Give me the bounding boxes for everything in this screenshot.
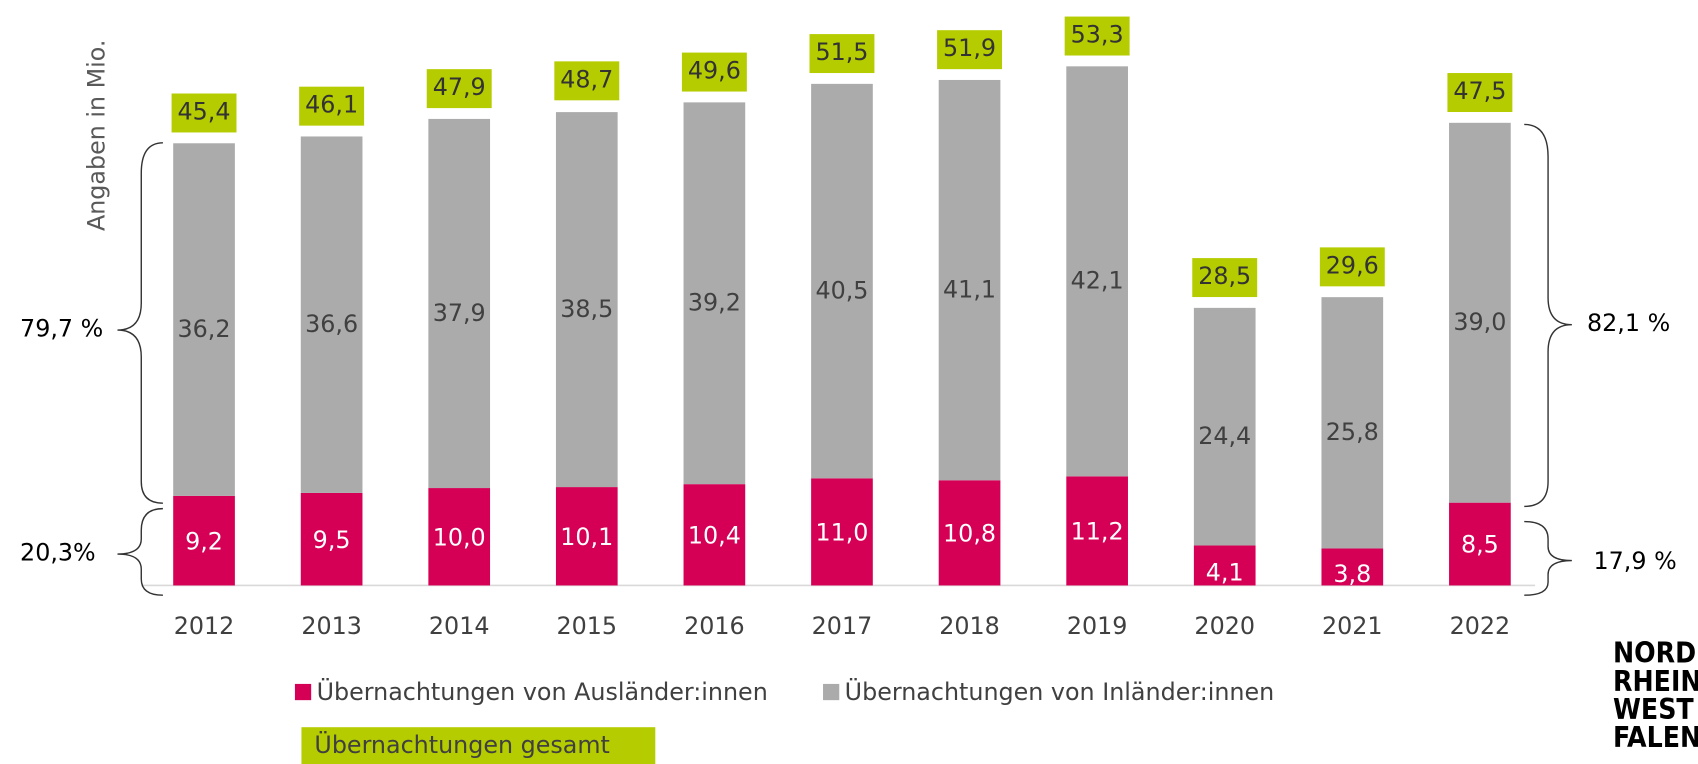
value-label: 38,5 <box>560 295 613 323</box>
x-tick-label: 2016 <box>684 612 745 640</box>
value-label: 10,4 <box>688 521 741 549</box>
total-box <box>809 34 875 74</box>
bar-segment <box>428 488 491 586</box>
total-label: 29,6 <box>1326 251 1379 279</box>
total-box <box>1447 73 1513 113</box>
x-tick-label: 2012 <box>174 612 235 640</box>
value-label: 8,5 <box>1461 531 1499 559</box>
legend-swatch <box>301 727 656 764</box>
total-label: 47,5 <box>1453 77 1506 105</box>
legend-label: Übernachtungen gesamt <box>314 731 609 759</box>
legend-swatch <box>294 683 312 701</box>
bar-segment <box>1066 66 1128 477</box>
value-label: 36,2 <box>178 315 231 343</box>
value-label: 9,5 <box>313 526 351 554</box>
x-tick-label: 2019 <box>1067 612 1128 640</box>
brace <box>117 142 163 504</box>
x-tick-label: 2020 <box>1194 612 1255 640</box>
bar-segment <box>938 79 1001 481</box>
bar-segment <box>938 480 1001 586</box>
annotation: 82,1 % <box>1587 309 1670 337</box>
bar-segment <box>1066 476 1128 586</box>
total-box <box>1064 16 1130 56</box>
total-box <box>1319 247 1385 287</box>
value-label: 3,8 <box>1333 560 1371 588</box>
value-label: 9,2 <box>185 527 223 555</box>
legend-label: Übernachtungen von Inländer:innen <box>845 678 1275 706</box>
brace <box>1524 123 1572 508</box>
legend-swatch <box>823 683 840 701</box>
x-tick-label: 2014 <box>429 612 490 640</box>
total-label: 47,9 <box>433 73 486 101</box>
bar-segment <box>173 143 235 496</box>
bar-segment <box>1321 548 1384 586</box>
value-label: 10,0 <box>433 523 486 551</box>
bar-segment <box>300 492 363 586</box>
bar-segment <box>811 83 873 479</box>
bar-segment <box>1449 502 1511 586</box>
value-label: 40,5 <box>815 276 868 304</box>
value-label: 11,2 <box>1071 518 1124 546</box>
value-label: 39,0 <box>1453 308 1506 336</box>
bar-segment <box>1193 307 1256 546</box>
value-label: 36,6 <box>305 310 358 338</box>
annotation: 79,7 % <box>20 315 103 343</box>
total-label: 48,7 <box>560 65 613 93</box>
x-tick-label: 2015 <box>557 612 618 640</box>
x-tick-label: 2018 <box>939 612 1000 640</box>
total-label: 51,5 <box>815 38 868 66</box>
total-box <box>171 93 237 133</box>
x-tick-label: 2013 <box>301 612 362 640</box>
value-label: 39,2 <box>688 289 741 317</box>
legend-label: Übernachtungen von Ausländer:innen <box>317 678 768 706</box>
value-label: 4,1 <box>1206 559 1244 587</box>
total-label: 53,3 <box>1071 21 1124 49</box>
x-tick-label: 2022 <box>1450 612 1511 640</box>
total-box <box>299 86 365 126</box>
total-label: 28,5 <box>1198 262 1251 290</box>
total-box <box>1192 258 1258 298</box>
value-label: 41,1 <box>943 275 996 303</box>
value-label: 24,4 <box>1198 422 1251 450</box>
total-box <box>426 69 492 109</box>
bar-segment <box>1321 297 1384 549</box>
bar-segment <box>173 495 235 586</box>
brace <box>117 507 163 596</box>
logo-text: NORD <box>1613 637 1696 670</box>
bar-segment <box>1449 122 1511 503</box>
bar-segment <box>555 487 618 586</box>
value-label: 25,8 <box>1326 418 1379 446</box>
value-label: 10,8 <box>943 520 996 548</box>
y-axis-label: Angaben in Mio. <box>82 39 110 231</box>
bar-segment <box>683 484 746 586</box>
total-label: 45,4 <box>178 97 231 125</box>
bar-segment <box>811 478 873 586</box>
value-label: 42,1 <box>1071 267 1124 295</box>
annotation: 20,3% <box>20 539 96 567</box>
x-tick-label: 2017 <box>812 612 873 640</box>
value-label: 37,9 <box>433 299 486 327</box>
logo-text: RHEIN <box>1613 665 1698 698</box>
total-label: 46,1 <box>305 91 358 119</box>
logo-text: WEST <box>1613 693 1694 726</box>
bar-segment <box>683 102 746 485</box>
total-label: 51,9 <box>943 34 996 62</box>
value-label: 11,0 <box>815 519 868 547</box>
value-label: 10,1 <box>560 523 613 551</box>
total-box <box>681 52 747 92</box>
bar-segment <box>428 118 491 489</box>
x-tick-label: 2021 <box>1322 612 1383 640</box>
total-box <box>554 61 620 101</box>
logo-text: FALEN <box>1613 721 1698 754</box>
bar-segment <box>300 136 363 493</box>
total-label: 49,6 <box>688 57 741 85</box>
bar-segment <box>1193 545 1256 586</box>
annotation: 17,9 % <box>1594 547 1677 575</box>
total-box <box>937 30 1003 70</box>
bar-segment <box>555 112 618 488</box>
brace <box>1524 520 1572 596</box>
